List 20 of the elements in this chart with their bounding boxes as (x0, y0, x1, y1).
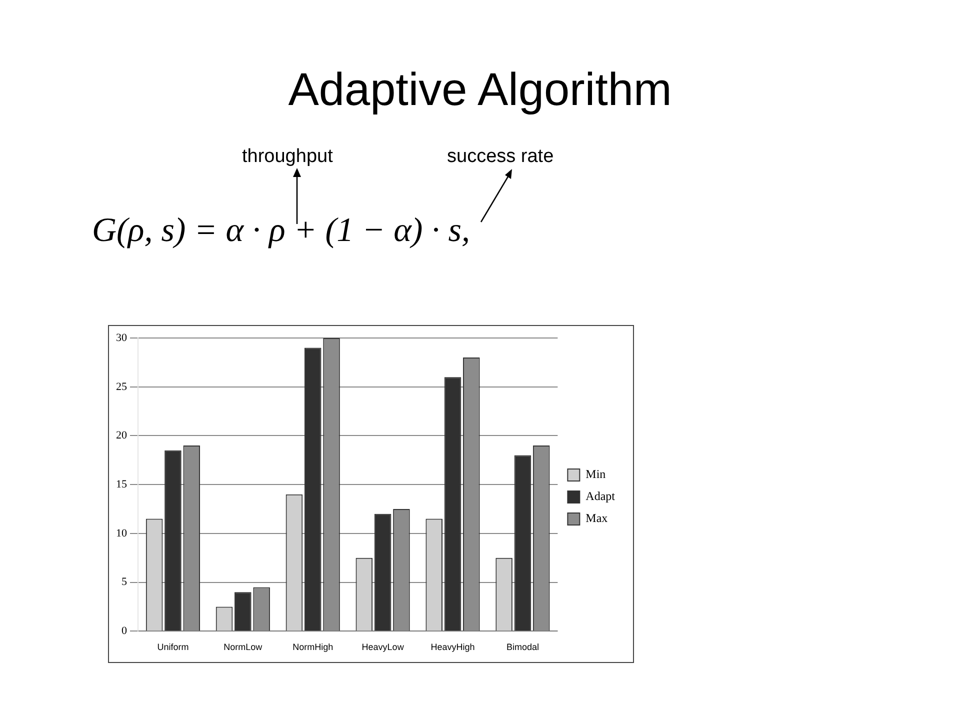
text: throughput (242, 146, 333, 168)
x-tick-label: NormLow (224, 642, 263, 652)
y-tick-label: 30 (116, 332, 128, 344)
y-tick-label: 15 (116, 478, 128, 490)
text: success rate (447, 146, 554, 168)
x-tick-label: NormHigh (292, 642, 334, 652)
x-tick-label: HeavyHigh (430, 642, 475, 652)
y-tick-label: 10 (116, 527, 128, 540)
chart-title: Adaptive Algorithm (287, 62, 673, 116)
legend-label: Adapt (586, 489, 616, 504)
y-tick-label: 20 (116, 430, 128, 442)
legend-label: Max (586, 511, 608, 526)
x-tick-label: Uniform (157, 642, 189, 652)
x-tick-label: Bimodal (506, 642, 539, 652)
legend-label: Min (586, 467, 606, 482)
y-tick-label: 5 (122, 576, 128, 588)
y-tick-label: 0 (122, 625, 128, 638)
y-tick-label: 25 (116, 380, 128, 393)
text: G(ρ, s) = α · ρ + (1 − α) · s, (92, 212, 470, 250)
x-tick-label: HeavyLow (362, 642, 404, 652)
